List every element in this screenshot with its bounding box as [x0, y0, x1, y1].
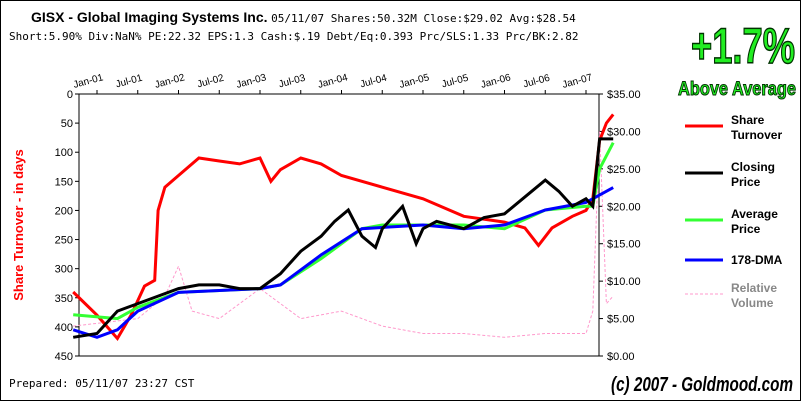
legend-label: 178-DMA [731, 253, 783, 267]
x-tick-label: Jul-05 [441, 73, 471, 91]
x-tick-label: Jan-02 [154, 72, 187, 91]
y-tick-label: 450 [55, 351, 73, 363]
x-tick-label: Jan-01 [72, 72, 105, 91]
y-tick-label: 400 [55, 322, 73, 334]
x-tick-label: Jul-06 [522, 73, 552, 91]
series-line-closing-price [72, 137, 614, 339]
fundamentals-line: Short:5.90% Div:NaN% PE:22.32 EPS:1.3 Ca… [9, 30, 579, 43]
legend-label: Closing Price [731, 160, 775, 189]
y-tick-label: 150 [55, 176, 73, 188]
y2-tick-label: $20.00 [607, 201, 641, 213]
legend-label: Relative Volume [731, 281, 777, 310]
y-axis-label: Share Turnover - in days [11, 149, 26, 300]
y2-tick-label: $25.00 [607, 164, 641, 176]
y-tick-label: 200 [55, 205, 73, 217]
x-tick-label: Jul-03 [278, 73, 308, 91]
percent-badge: +1.7% [691, 18, 795, 74]
series-line-relative-volume [73, 131, 614, 338]
y2-tick-label: $15.00 [607, 239, 641, 251]
y2-tick-label: $5.00 [607, 314, 635, 326]
y-tick-label: 250 [55, 235, 73, 247]
y-tick-label: 50 [61, 118, 73, 130]
company-name: GISX - Global Imaging Systems Inc. [31, 9, 268, 25]
y-tick-label: 300 [55, 264, 73, 276]
x-tick-label: Jan-07 [561, 72, 594, 91]
prepared-timestamp: Prepared: 05/11/07 23:27 CST [9, 377, 195, 390]
badge-label: Above Average [678, 79, 796, 100]
series-line-share-turnover [72, 113, 615, 342]
y-tick-label: 0 [67, 89, 73, 101]
copyright: (c) 2007 - Goldmood.com [611, 374, 793, 396]
legend-label: Average Price [731, 207, 778, 236]
x-tick-label: Jan-05 [398, 72, 431, 91]
x-tick-label: Jul-01 [115, 73, 145, 91]
y2-tick-label: $10.00 [607, 276, 641, 288]
y-tick-label: 100 [55, 147, 73, 159]
x-tick-label: Jan-03 [235, 72, 268, 91]
quote-line: 05/11/07 Shares:50.32M Close:$29.02 Avg:… [271, 12, 576, 25]
x-tick-label: Jan-04 [317, 72, 350, 91]
y2-tick-label: $30.00 [607, 126, 641, 138]
chart-title: GISX - Global Imaging Systems Inc. 05/11… [31, 9, 576, 25]
legend-label: Share Turnover [731, 113, 782, 142]
x-tick-label: Jan-06 [480, 72, 513, 91]
x-tick-label: Jul-02 [196, 73, 226, 91]
y2-tick-label: $35.00 [607, 89, 641, 101]
y2-tick-label: $0.00 [607, 351, 635, 363]
x-tick-label: Jul-04 [359, 73, 389, 91]
y-tick-label: 350 [55, 293, 73, 305]
series-line-178-dma [72, 186, 614, 339]
